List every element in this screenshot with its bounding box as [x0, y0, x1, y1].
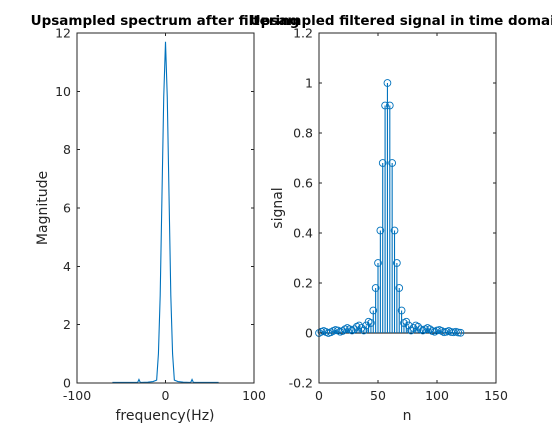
signal-plot: 0 50 100 150-0.200.20.40.60.811.2 Upsampled…	[250, 13, 552, 424]
signal-ytick-label: 1.2	[293, 26, 313, 41]
signal-series	[315, 79, 465, 337]
spectrum-xtick-label: -100	[63, 388, 91, 403]
stem-marker	[414, 322, 422, 331]
spectrum-plot: Upsampled spectrum after filtering -100 0…	[31, 13, 300, 424]
signal-ytick-label: 0.2	[293, 276, 313, 291]
signal-xtick-label: 50	[370, 388, 386, 403]
signal-ticks: 0 50 100 150-0.200.20.40.60.811.2	[289, 26, 508, 404]
stem-marker	[378, 159, 387, 167]
stem-marker	[409, 324, 418, 332]
signal-ytick-label: 1	[305, 76, 313, 91]
stem-marker	[390, 226, 399, 235]
stem-marker	[374, 259, 382, 267]
stem-marker	[454, 328, 463, 337]
spectrum-xtick-label: 100	[242, 388, 266, 403]
stem-marker	[369, 306, 378, 315]
signal-xlabel: n	[403, 408, 412, 424]
stem-marker	[385, 101, 394, 110]
signal-ytick-label: 0.6	[293, 176, 313, 191]
signal-xtick-label: 150	[484, 388, 508, 403]
signal-ytick-label: 0.8	[293, 126, 313, 141]
spectrum-ytick-label: 12	[55, 26, 71, 41]
signal-ytick-label: 0	[305, 326, 313, 341]
signal-xtick-label: 0	[315, 388, 323, 403]
spectrum-series	[112, 41, 219, 383]
stem-marker	[393, 259, 401, 267]
spectrum-ytick-label: 6	[63, 201, 71, 216]
signal-title: Upsampled filtered signal in time domain	[250, 13, 552, 29]
spectrum-line	[112, 41, 219, 383]
signal-xtick-label: 100	[425, 388, 449, 403]
stem-marker	[397, 306, 406, 315]
spectrum-title: Upsampled spectrum after filtering	[31, 13, 300, 29]
stem-marker	[383, 79, 392, 87]
signal-axes-box	[318, 32, 497, 384]
signal-ytick-label: 0.4	[293, 226, 313, 241]
signal-ylabel: signal	[270, 187, 286, 228]
stem-marker	[357, 324, 366, 332]
stem-marker	[426, 325, 434, 334]
stem-marker	[367, 319, 375, 327]
stem-marker	[350, 325, 359, 334]
spectrum-ytick-label: 10	[55, 84, 71, 99]
spectrum-ytick-label: 8	[63, 142, 71, 157]
spectrum-ytick-label: 4	[63, 259, 71, 274]
stem-marker	[407, 326, 415, 335]
spectrum-ytick-label: 2	[63, 317, 71, 332]
stem-marker	[376, 226, 385, 235]
stem-marker	[388, 159, 397, 167]
stem-marker	[362, 321, 371, 330]
spectrum-xlabel: frequency(Hz)	[115, 408, 214, 424]
spectrum-ytick-label: 0	[63, 376, 71, 391]
spectrum-axes-box	[76, 32, 255, 384]
spectrum-ylabel: Magnitude	[35, 171, 51, 245]
signal-ytick-label: -0.2	[289, 376, 313, 391]
stem-marker	[381, 101, 389, 110]
stem-marker	[402, 317, 411, 326]
stem-marker	[395, 284, 404, 292]
stem-marker	[371, 284, 380, 292]
stem-marker	[359, 326, 368, 335]
stem-marker	[456, 328, 465, 337]
spectrum-xtick-label: 0	[162, 388, 170, 403]
